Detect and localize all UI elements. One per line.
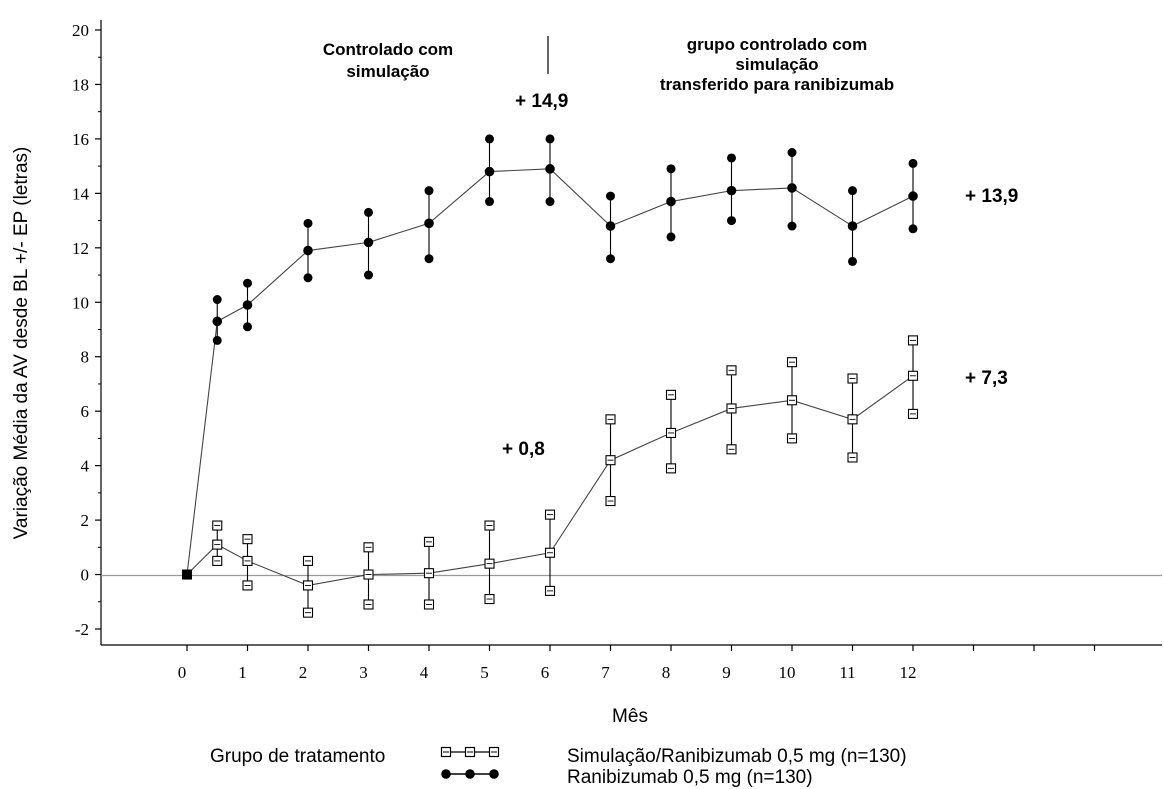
annotation-end-ranibizumab: + 13,9 bbox=[965, 186, 1018, 207]
phase-left-label-line1: Controlado com bbox=[323, 40, 453, 59]
y-ticks: -2 0 2 4 6 8 10 12 14 16 18 20 bbox=[72, 21, 101, 639]
error-cap-high bbox=[787, 148, 797, 158]
x-tick-label: 3 bbox=[359, 663, 368, 682]
error-cap-low bbox=[545, 197, 555, 207]
error-cap-low bbox=[364, 270, 373, 280]
error-cap-low bbox=[666, 232, 676, 242]
y-tick-label: -2 bbox=[75, 620, 89, 639]
x-tick-label: 12 bbox=[900, 663, 917, 682]
data-point bbox=[787, 183, 797, 193]
legend-marker-simulation bbox=[440, 746, 500, 758]
x-tick-label: 2 bbox=[299, 663, 308, 682]
legend: Grupo de tratamento Simulação/Ranibizuma… bbox=[210, 746, 907, 788]
phase-right-label-line3: transferido para ranibizumab bbox=[660, 75, 894, 94]
series-layer bbox=[182, 134, 919, 618]
series-line bbox=[186, 375, 914, 587]
error-cap-high bbox=[212, 295, 222, 305]
x-tick-label: 7 bbox=[601, 663, 610, 682]
error-cap-low bbox=[243, 322, 252, 332]
error-cap-low bbox=[727, 216, 736, 226]
annotation-month6-simulation: + 0,8 bbox=[502, 439, 545, 460]
annotation-end-simulation: + 7,3 bbox=[965, 368, 1008, 389]
phase-left-label-line2: simulação bbox=[346, 62, 429, 81]
series-ranibizumab bbox=[182, 134, 918, 580]
data-point bbox=[424, 218, 434, 229]
legend-label-ranibizumab: Ranibizumab 0,5 mg (n=130) bbox=[567, 767, 813, 788]
series-line bbox=[186, 168, 914, 575]
error-cap-low bbox=[485, 197, 494, 207]
phase-right-label-line1: grupo controlado com bbox=[687, 35, 867, 54]
error-cap-low bbox=[848, 256, 857, 266]
data-point bbox=[484, 166, 495, 177]
x-tick-label: 5 bbox=[480, 663, 489, 682]
x-tick-label: 0 bbox=[178, 663, 187, 682]
data-point bbox=[847, 221, 858, 231]
x-tick-label: 1 bbox=[238, 663, 247, 682]
error-cap-high bbox=[243, 278, 252, 288]
data-point bbox=[363, 237, 374, 248]
legend-title: Grupo de tratamento bbox=[210, 746, 385, 767]
data-point bbox=[908, 191, 918, 201]
x-tick-label: 6 bbox=[541, 663, 550, 682]
x-tick-label: 11 bbox=[839, 663, 855, 682]
y-tick-label: 12 bbox=[72, 239, 89, 258]
data-point bbox=[545, 164, 555, 174]
error-cap-high bbox=[908, 158, 918, 168]
error-cap-high bbox=[424, 186, 434, 196]
error-cap-high bbox=[364, 207, 373, 217]
x-tick-label: 9 bbox=[722, 663, 731, 682]
error-cap-low bbox=[787, 221, 797, 231]
error-cap-high bbox=[303, 218, 313, 228]
legend-label-simulation: Simulação/Ranibizumab 0,5 mg (n=130) bbox=[567, 746, 907, 767]
y-axis-title: Variação Média da AV desde BL +/- EP (le… bbox=[11, 147, 32, 540]
data-point bbox=[212, 316, 223, 327]
y-tick-label: 6 bbox=[81, 402, 90, 421]
error-cap-high bbox=[485, 134, 494, 144]
error-cap-high bbox=[666, 164, 676, 174]
error-cap-high bbox=[727, 153, 736, 163]
x-tick-label: 10 bbox=[779, 663, 796, 682]
x-ticks: 0 1 2 3 4 5 6 7 8 9 10 11 12 bbox=[178, 645, 1096, 682]
legend-marker-ranibizumab bbox=[441, 769, 499, 779]
y-tick-label: 4 bbox=[81, 457, 90, 476]
y-tick-label: 2 bbox=[81, 511, 90, 530]
y-tick-label: 14 bbox=[72, 184, 90, 203]
data-point-baseline bbox=[182, 569, 192, 580]
error-cap-high bbox=[848, 186, 857, 196]
x-tick-label: 8 bbox=[662, 663, 671, 682]
y-tick-label: 10 bbox=[72, 293, 89, 312]
data-point bbox=[605, 221, 616, 231]
error-cap-low bbox=[908, 224, 918, 234]
error-cap-low bbox=[303, 273, 313, 283]
data-point bbox=[726, 185, 737, 196]
error-cap-high bbox=[545, 134, 555, 144]
y-tick-label: 8 bbox=[81, 348, 90, 367]
error-cap-low bbox=[424, 254, 434, 264]
y-tick-label: 16 bbox=[72, 130, 89, 149]
axes bbox=[100, 20, 1162, 646]
error-cap-low bbox=[606, 254, 615, 264]
phase-right-label-line2: simulação bbox=[735, 55, 818, 74]
series-simulation bbox=[182, 335, 919, 618]
error-cap-low bbox=[212, 335, 222, 345]
y-tick-label: 20 bbox=[72, 21, 89, 40]
data-point bbox=[242, 300, 253, 310]
y-tick-label: 18 bbox=[72, 75, 89, 94]
x-tick-label: 4 bbox=[420, 663, 429, 682]
x-axis-title: Mês bbox=[612, 706, 648, 727]
y-tick-label: 0 bbox=[81, 566, 90, 585]
annotation-peak-ranibizumab: + 14,9 bbox=[515, 91, 568, 112]
data-point bbox=[666, 196, 676, 207]
data-point bbox=[303, 245, 313, 256]
error-cap-high bbox=[606, 191, 615, 201]
